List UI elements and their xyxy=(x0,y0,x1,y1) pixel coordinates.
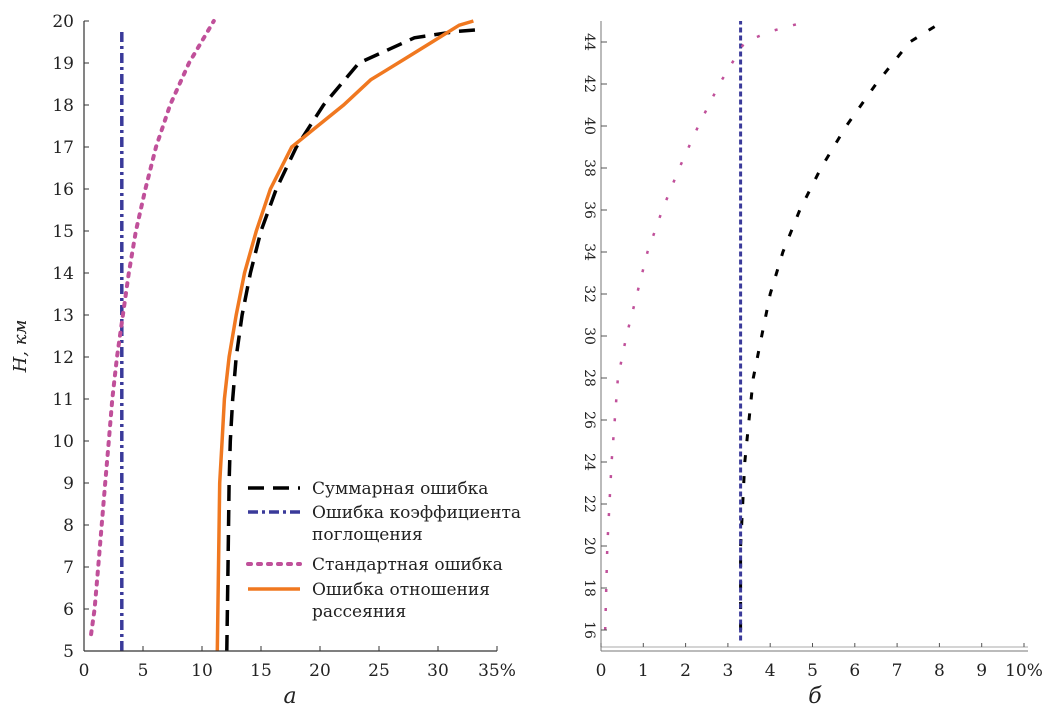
panel-a-y-tick-label: 14 xyxy=(52,264,74,284)
panel-b-x-tick-label: 4 xyxy=(765,661,776,681)
panel-b-y-tick-label: 28 xyxy=(581,369,597,387)
panel-a-y-tick-label: 11 xyxy=(52,390,74,410)
panel-b-x-tick-label: 5 xyxy=(807,661,818,681)
panel-b-y-tick-label: 16 xyxy=(581,621,597,639)
panel-a-y-tick-label: 13 xyxy=(52,306,74,326)
panel-b-label: б xyxy=(808,684,822,709)
legend-entry-3: Стандартная ошибка xyxy=(312,555,503,575)
legend-entry-2: Ошибка коэффициента поглощения xyxy=(312,503,521,545)
panel-a-x-tick-label: 25 xyxy=(368,661,390,681)
panel-b-y-tick-label: 34 xyxy=(581,243,597,261)
panel-a-series-line-3 xyxy=(89,19,216,637)
panel-b-y-tick-label: 42 xyxy=(581,75,597,93)
panel-a-y-tick-label: 6 xyxy=(63,600,74,620)
panel-a-x-tick-label: 15 xyxy=(250,661,272,681)
panel-a-label: а xyxy=(283,684,296,709)
panel-a-x-tick-label: 30 xyxy=(427,661,449,681)
panel-b-y-tick-label: 22 xyxy=(581,495,597,513)
panel-a-series-line-1 xyxy=(225,27,482,652)
panel-a-y-tick-label: 18 xyxy=(52,96,74,116)
panel-a-y-tick-label: 5 xyxy=(63,642,74,662)
panel-a-axes xyxy=(83,20,498,652)
panel-a-series xyxy=(89,19,482,652)
panel-a-y-tick-label: 16 xyxy=(52,180,74,200)
panel-b-x-tick-label: 9 xyxy=(976,661,987,681)
panel-b-x-tick-label: 3 xyxy=(722,661,733,681)
panel-b-x-tick-label: 10% xyxy=(1005,661,1043,681)
panel-b-series-line-3 xyxy=(603,19,809,631)
panel-a-y-axis-label: H, км xyxy=(10,320,31,374)
panel-b-y-tick-label: 44 xyxy=(581,33,597,51)
panel-b-tick-labels: 0 1 2 3 4 5 6 7 8 9 10%161820222426283032343638404… xyxy=(581,33,1043,681)
panel-b-x-tick-label: 7 xyxy=(892,661,903,681)
panel-b-x-tick-label: 6 xyxy=(849,661,860,681)
panel-a-y-tick-label: 19 xyxy=(52,54,74,74)
panel-a-x-tick-label: 0 xyxy=(79,661,90,681)
panel-b-y-tick-label: 38 xyxy=(581,159,597,177)
panel-a-series-line-4 xyxy=(215,19,474,652)
panel-b-y-tick-label: 36 xyxy=(581,201,597,219)
panel-a-x-tick-label: 10 xyxy=(191,661,213,681)
panel-b-axes xyxy=(600,21,1028,652)
panel-b-y-tick-label: 18 xyxy=(581,579,597,597)
panel-b-y-tick-label: 26 xyxy=(581,411,597,429)
panel-a-x-tick-label: 5 xyxy=(138,661,149,681)
panel-a-y-tick-label: 17 xyxy=(52,138,74,158)
panel-a-x-tick-label: 35% xyxy=(478,661,516,681)
panel-b-x-tick-label: 0 xyxy=(596,661,607,681)
panel-a-y-tick-label: 12 xyxy=(52,348,74,368)
panel-b-x-tick-label: 2 xyxy=(680,661,691,681)
panel-b-series xyxy=(603,19,945,641)
panel-b: 0 1 2 3 4 5 6 7 8 9 10%161820222426283032343638404… xyxy=(581,19,1043,709)
panel-a-y-tick-label: 8 xyxy=(63,516,74,536)
panel-a-y-tick-label: 15 xyxy=(52,222,74,242)
panel-a-y-tick-label: 10 xyxy=(52,432,74,452)
panel-a-y-tick-label: 20 xyxy=(52,12,74,32)
panel-b-y-tick-label: 24 xyxy=(581,453,597,471)
panel-b-y-tick-label: 30 xyxy=(581,327,597,345)
legend-entry-4: Ошибка отношения рассеяния xyxy=(312,580,490,622)
panel-a-x-tick-label: 20 xyxy=(309,661,331,681)
panel-a-tick-labels: 0 5 10 15 20 25 30 35%5678910111213141516171819… xyxy=(52,12,516,681)
panel-a-y-tick-label: 9 xyxy=(63,474,74,494)
panel-a-y-tick-label: 7 xyxy=(63,558,74,578)
panel-b-y-tick-label: 20 xyxy=(581,537,597,555)
panel-b-x-tick-label: 8 xyxy=(934,661,945,681)
legend-entry-1: Суммарная ошибка xyxy=(312,479,488,499)
panel-b-series-line-1 xyxy=(739,19,945,630)
panel-b-y-tick-label: 40 xyxy=(581,117,597,135)
panel-a-legend: Суммарная ошибка Ошибка коэффициента погло… xyxy=(246,479,521,622)
panel-b-y-tick-label: 32 xyxy=(581,285,597,303)
panel-a: 0 5 10 15 20 25 30 35%5678910111213141516171819… xyxy=(10,12,521,709)
panel-b-x-tick-label: 1 xyxy=(638,661,649,681)
